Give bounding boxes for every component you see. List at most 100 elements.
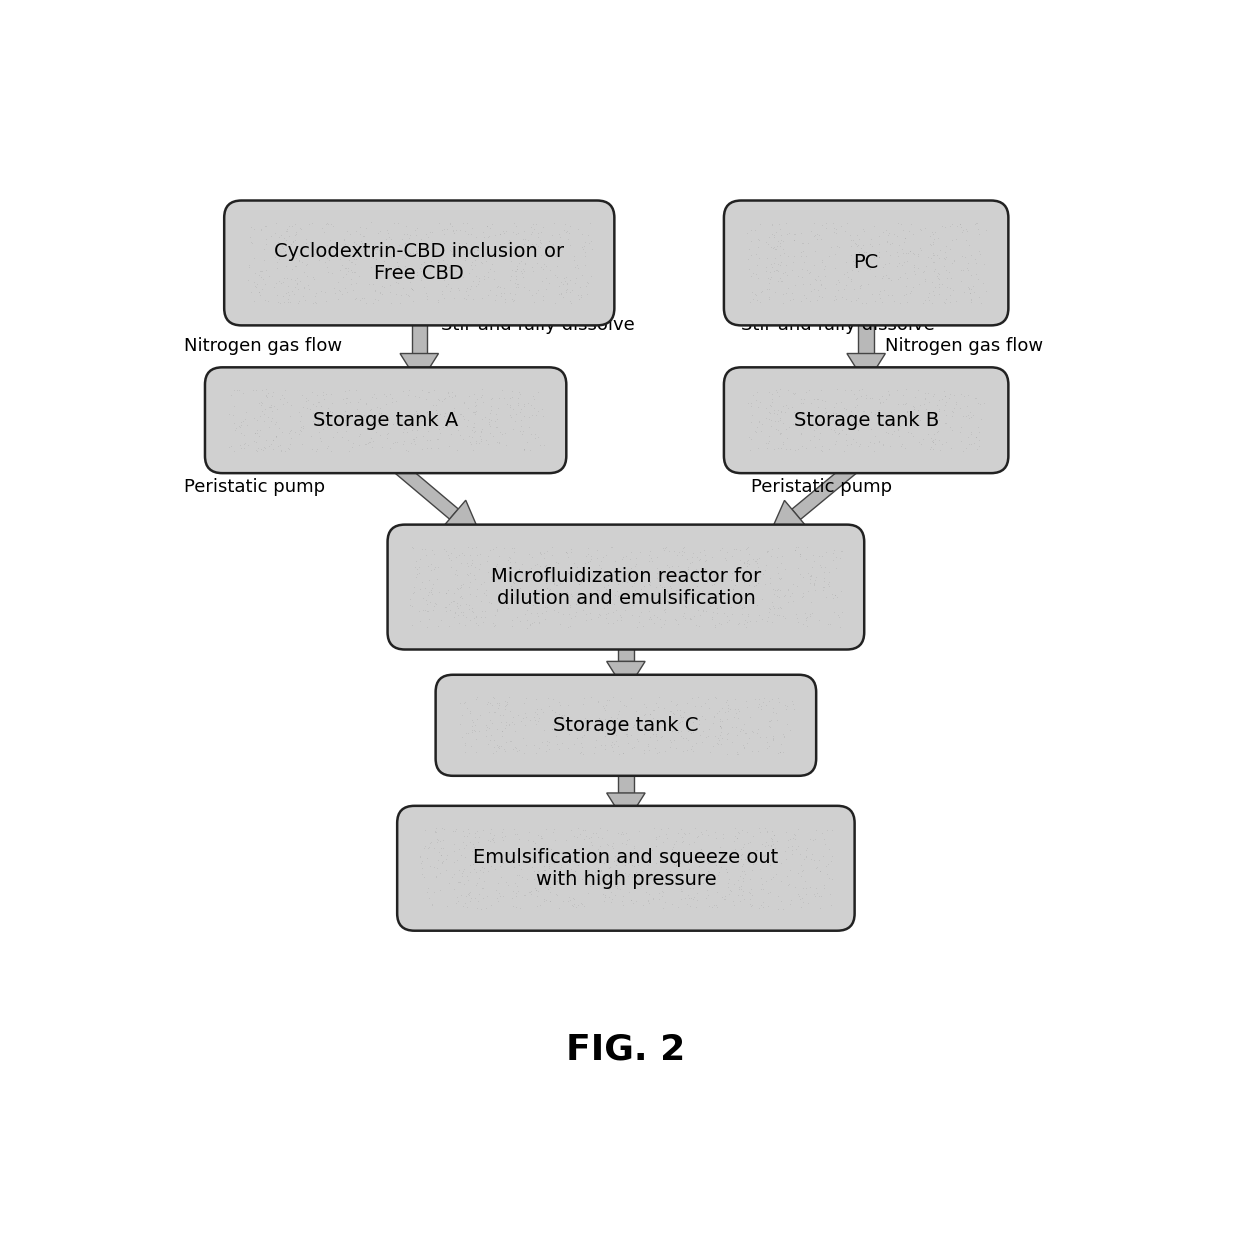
Point: [742, 405, 761, 425]
Point: [806, 418, 826, 438]
Point: [522, 547, 542, 567]
Point: [285, 230, 305, 250]
Point: [795, 872, 815, 891]
Point: [485, 269, 505, 288]
Point: [487, 600, 507, 620]
Point: [422, 895, 441, 915]
Point: [759, 381, 779, 401]
Point: [479, 692, 498, 712]
Point: [402, 433, 422, 453]
Point: [451, 586, 471, 605]
Point: [404, 431, 424, 451]
Point: [482, 254, 502, 274]
Point: [748, 595, 768, 615]
Point: [455, 615, 475, 635]
Point: [523, 595, 543, 615]
Point: [322, 427, 342, 447]
Point: [403, 539, 423, 558]
Point: [549, 276, 569, 296]
Point: [785, 541, 805, 561]
Point: [436, 276, 456, 296]
Point: [815, 834, 835, 854]
Point: [750, 727, 770, 747]
Point: [915, 390, 935, 410]
Point: [557, 282, 577, 302]
Point: [465, 421, 485, 441]
Point: [355, 435, 374, 454]
Point: [805, 241, 825, 261]
Point: [501, 578, 521, 598]
Point: [961, 433, 981, 453]
Point: [549, 692, 569, 712]
Point: [471, 422, 491, 442]
Point: [704, 574, 724, 594]
Point: [526, 214, 546, 234]
Point: [542, 699, 562, 719]
Point: [582, 239, 601, 259]
Point: [625, 857, 645, 877]
Point: [489, 433, 508, 453]
Point: [677, 711, 697, 730]
Point: [458, 224, 477, 244]
Point: [784, 591, 804, 610]
Point: [537, 600, 557, 620]
Point: [702, 574, 722, 594]
Point: [482, 426, 502, 446]
Point: [544, 853, 564, 873]
Point: [802, 557, 822, 577]
Point: [796, 839, 816, 859]
Point: [428, 851, 448, 870]
Point: [563, 895, 583, 915]
Point: [660, 737, 680, 756]
Point: [558, 617, 578, 636]
Point: [494, 704, 513, 724]
Point: [255, 431, 275, 451]
Point: [559, 864, 579, 884]
Point: [247, 441, 267, 461]
Point: [852, 380, 872, 400]
Point: [265, 248, 285, 267]
Point: [796, 438, 816, 458]
Point: [412, 229, 432, 249]
Point: [272, 439, 291, 459]
Point: [704, 895, 724, 915]
Point: [465, 586, 485, 605]
Point: [920, 439, 940, 459]
Point: [655, 577, 675, 597]
Point: [441, 240, 461, 260]
Point: [770, 891, 790, 911]
Point: [527, 864, 547, 884]
Point: [481, 593, 501, 613]
Point: [517, 869, 537, 889]
Point: [591, 551, 611, 571]
Point: [521, 885, 541, 905]
Point: [275, 282, 295, 302]
Point: [529, 613, 549, 633]
Point: [531, 556, 551, 576]
Point: [397, 418, 417, 438]
Point: [816, 857, 836, 877]
Point: [484, 832, 503, 852]
Point: [336, 421, 356, 441]
Point: [249, 282, 269, 302]
Point: [506, 266, 526, 286]
Point: [929, 431, 949, 451]
Point: [526, 425, 546, 444]
Point: [746, 390, 766, 410]
Point: [836, 425, 856, 444]
Point: [955, 386, 975, 406]
FancyBboxPatch shape: [205, 368, 567, 473]
Point: [511, 411, 531, 431]
Point: [268, 436, 288, 456]
Point: [246, 423, 265, 443]
Point: [595, 735, 615, 755]
Point: [376, 395, 396, 415]
Point: [520, 822, 539, 842]
Point: [280, 435, 300, 454]
Point: [782, 836, 802, 855]
Point: [438, 219, 458, 239]
Point: [474, 878, 494, 898]
Point: [725, 826, 745, 846]
Point: [221, 385, 241, 405]
Point: [582, 832, 601, 852]
